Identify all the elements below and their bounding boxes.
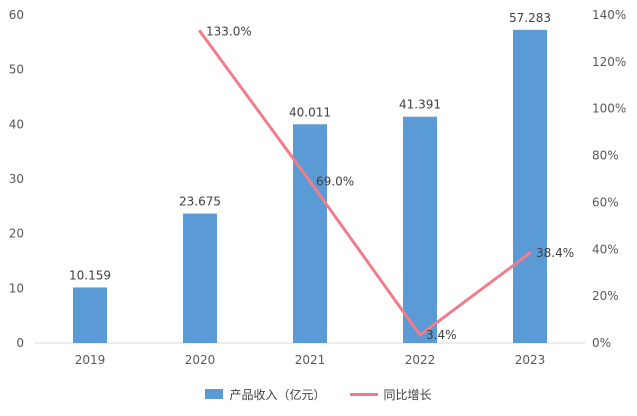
legend-item-bar: 产品收入（亿元） — [205, 386, 326, 403]
legend-swatch-bar — [205, 389, 224, 399]
legend: 产品收入（亿元） 同比增长 — [0, 380, 637, 408]
bar-data-label: 40.011 — [289, 105, 331, 119]
y-tick-label: 50 — [9, 63, 24, 77]
bar-series — [73, 29, 547, 344]
y-tick-label: 30 — [9, 172, 24, 186]
bar-data-label: 10.159 — [69, 268, 111, 282]
legend-swatch-line — [349, 392, 378, 396]
bar-data-label: 23.675 — [179, 195, 221, 209]
y2-tick-label: 60% — [592, 195, 619, 209]
line-data-label: 3.4% — [426, 328, 457, 342]
y2-tick-label: 120% — [592, 55, 626, 69]
bar-data-label: 57.283 — [509, 11, 551, 25]
bar — [293, 124, 327, 344]
bar — [403, 116, 437, 343]
chart: 0 10 20 30 40 50 60 0% 20% 40% 60% 80% 100% 120% 140%… — [9, 8, 627, 367]
line-series — [198, 29, 532, 337]
y-tick-label: 10 — [9, 281, 24, 295]
bar — [513, 29, 547, 343]
legend-item-line: 同比增长 — [349, 386, 432, 403]
x-tick-label: 2022 — [405, 353, 436, 367]
legend-label-line: 同比增长 — [383, 387, 432, 402]
y2-tick-label: 0% — [592, 336, 611, 350]
bar — [183, 213, 217, 343]
y-tick-label: 40 — [9, 117, 24, 131]
x-tick-label: 2019 — [75, 353, 106, 367]
x-axis: 2019 2020 2021 2022 2023 — [75, 353, 546, 367]
y2-tick-label: 80% — [592, 149, 619, 163]
y2-tick-label: 20% — [592, 289, 619, 303]
x-tick-label: 2021 — [295, 353, 326, 367]
y-axis-right: 0% 20% 40% 60% 80% 100% 120% 140% — [592, 8, 626, 350]
line-point — [528, 251, 532, 255]
line-point — [198, 29, 202, 33]
y2-tick-label: 100% — [592, 102, 626, 116]
line-data-label: 38.4% — [536, 246, 574, 260]
legend-label-bar: 产品收入（亿元） — [229, 387, 326, 402]
y2-tick-label: 40% — [592, 242, 619, 256]
y-tick-label: 0 — [16, 336, 24, 350]
bar — [73, 287, 107, 343]
bar-data-labels: 10.159 23.675 40.011 41.391 57.283 — [69, 11, 551, 283]
line-data-labels: 133.0% 69.0% 3.4% 38.4% — [206, 24, 574, 342]
line-point — [308, 179, 312, 183]
y-tick-label: 20 — [9, 227, 24, 241]
line-point — [418, 333, 422, 337]
y-axis-left: 0 10 20 30 40 50 60 — [9, 8, 24, 350]
x-tick-label: 2023 — [515, 353, 546, 367]
bar-data-label: 41.391 — [399, 98, 441, 112]
y-tick-label: 60 — [9, 8, 24, 22]
growth-line — [198, 30, 531, 337]
line-data-label: 69.0% — [316, 174, 354, 188]
x-tick-label: 2020 — [185, 353, 216, 367]
line-data-label: 133.0% — [206, 24, 252, 38]
y2-tick-label: 140% — [592, 8, 626, 22]
